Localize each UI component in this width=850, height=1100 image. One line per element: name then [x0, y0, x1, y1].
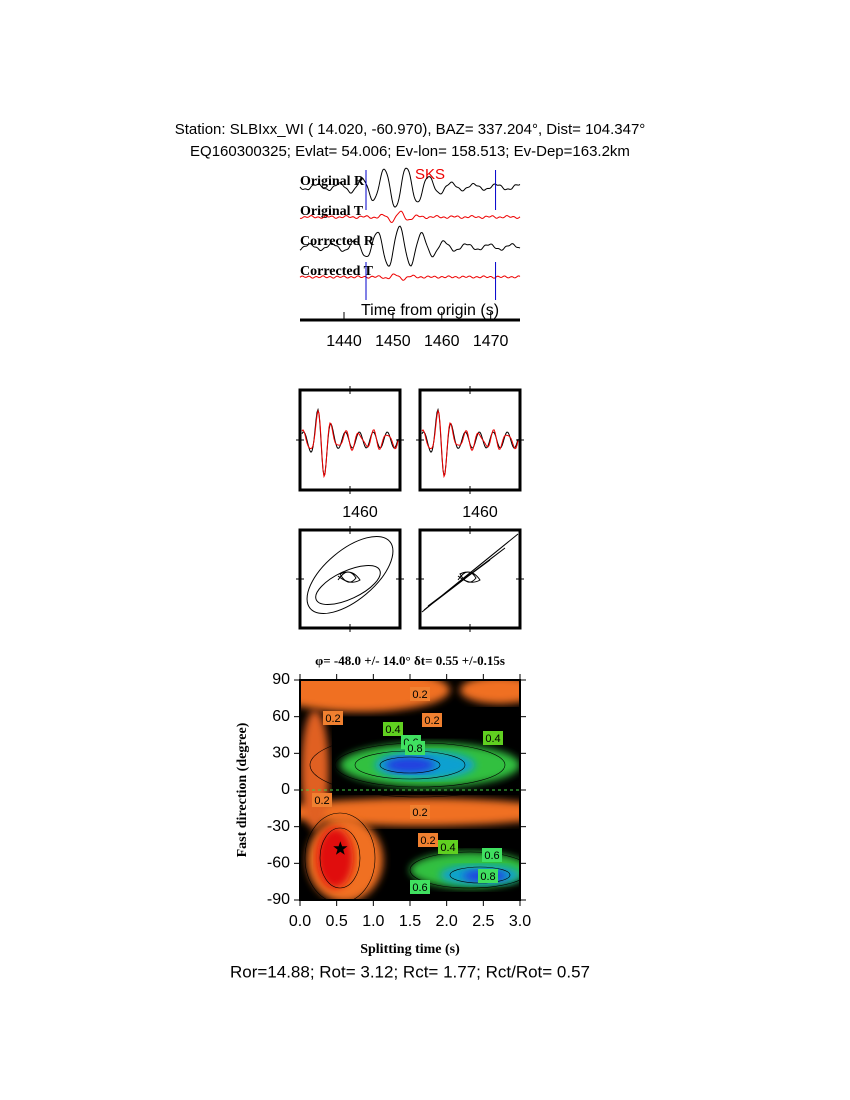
contour-region — [317, 828, 353, 888]
trace — [299, 273, 521, 281]
y-tick-label: 90 — [272, 671, 290, 688]
splitting-title: φ= -48.0 +/- 14.0° δt= 0.55 +/-0.15s — [315, 653, 505, 668]
trace — [421, 409, 519, 479]
x-tick-label: 1460 — [342, 504, 378, 521]
x-tick-label: 1.0 — [362, 913, 384, 930]
contour-region — [301, 710, 329, 830]
x-tick-label: 0.5 — [326, 913, 348, 930]
contour-label: 0.6 — [484, 850, 499, 862]
contour-region — [460, 680, 520, 704]
trace — [301, 409, 399, 479]
contour-label: 0.4 — [440, 842, 455, 854]
contour-label-box — [410, 687, 430, 701]
particle-motion — [296, 533, 524, 615]
contour-label-box — [405, 741, 425, 755]
x-axis-label: Splitting time (s) — [360, 942, 460, 957]
contour-label-box — [323, 711, 343, 725]
contour-label: 0.2 — [420, 835, 435, 847]
trace-label: Corrected T — [300, 264, 374, 279]
x-tick-label: 2.0 — [436, 913, 458, 930]
x-tick-label: 1.5 — [399, 913, 421, 930]
x-tick-label: 2.5 — [472, 913, 494, 930]
contour-label: 0.2 — [412, 807, 427, 819]
contour-line — [319, 827, 361, 889]
contour-label-box — [312, 793, 332, 807]
footer: Ror=14.88; Rot= 3.12; Rct= 1.77; Rct/Rot… — [230, 962, 590, 981]
contour-label: 0.4 — [485, 733, 500, 745]
event-line: EQ160300325; Evlat= 54.006; Ev-lon= 158.… — [190, 143, 630, 160]
contour-label-box — [422, 713, 442, 727]
contour-label-box — [383, 722, 403, 736]
y-tick-label: 0 — [281, 781, 290, 798]
contour-label: 0.8 — [480, 871, 495, 883]
contour-label-box — [418, 833, 438, 847]
contour-label: 0.2 — [424, 715, 439, 727]
x-tick-label: 1450 — [375, 333, 411, 350]
y-tick-label: -90 — [267, 891, 290, 908]
contour-label: 0.4 — [385, 724, 400, 736]
contour-label-box — [483, 731, 503, 745]
x-tick-label: 0.0 — [289, 913, 311, 930]
phase-label: SKS — [415, 166, 445, 183]
contour-label-box — [438, 840, 458, 854]
y-tick-label: -60 — [267, 855, 290, 872]
trace — [299, 210, 521, 224]
contour-label: 0.2 — [325, 713, 340, 725]
contour-label: 0.2 — [412, 689, 427, 701]
contour-label: 0.8 — [407, 743, 422, 755]
contour-label-box — [410, 880, 430, 894]
station-line: Station: SLBIxx_WI ( 14.020, -60.970), B… — [175, 121, 646, 138]
contour-line — [409, 851, 520, 889]
contour-label-box — [482, 848, 502, 862]
x-tick-label: 1470 — [473, 333, 509, 350]
contour-line — [379, 756, 441, 774]
trace — [299, 167, 521, 208]
contour-field: 0.20.20.40.20.60.40.80.20.20.40.60.60.80… — [300, 680, 520, 900]
x-tick-label: 1460 — [462, 504, 498, 521]
contour-region — [385, 757, 435, 773]
trace — [299, 225, 521, 267]
x-tick-label: 3.0 — [509, 913, 531, 930]
trace-label: Original T — [300, 204, 364, 219]
contour-label-box — [410, 805, 430, 819]
contour-line — [304, 812, 376, 900]
y-axis-label: Fast direction (degree) — [235, 722, 250, 857]
contour-label: 0.6 — [412, 882, 427, 894]
x-tick-label: 1440 — [326, 333, 362, 350]
contour-label-box — [478, 869, 498, 883]
y-tick-label: 60 — [272, 708, 290, 725]
contour-label: 0.2 — [314, 795, 329, 807]
contour-line — [309, 732, 520, 798]
x-tick-label: 1460 — [424, 333, 460, 350]
best-estimate — [333, 841, 348, 855]
trace-label: Corrected R — [300, 234, 375, 249]
y-tick-label: 30 — [272, 745, 290, 762]
time-axis-label: Time from origin (s) — [361, 302, 499, 319]
y-tick-label: -30 — [267, 818, 290, 835]
